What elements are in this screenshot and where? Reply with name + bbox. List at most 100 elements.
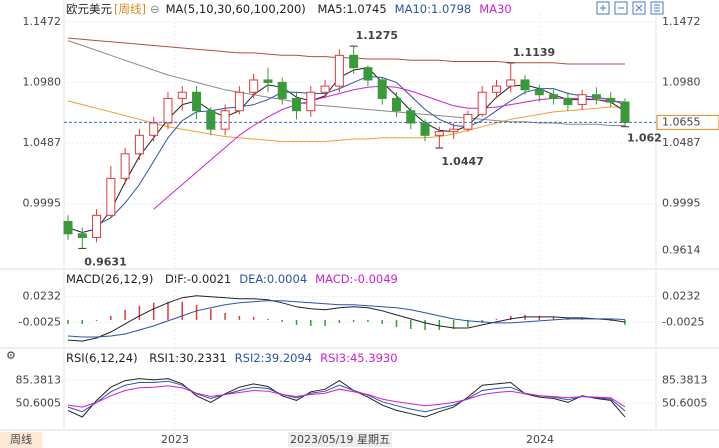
candle-body	[491, 85, 501, 93]
icon-glyph	[600, 4, 660, 12]
candle-body	[192, 91, 202, 112]
y-tick-label-right: -0.0025	[662, 315, 704, 328]
extreme-label: 1.1139	[513, 46, 555, 59]
y-tick-label: -0.0025	[19, 315, 61, 328]
candle-body	[506, 79, 516, 87]
indicator-line	[67, 100, 625, 142]
candle-body	[334, 54, 344, 87]
collapse-icon[interactable]: ⊖	[150, 2, 160, 16]
y-tick-label-right: 1.0980	[662, 75, 701, 88]
y-tick-label: 0.0232	[23, 290, 62, 303]
y-tick-label-right: 50.6005	[662, 396, 708, 409]
candle-body	[263, 79, 273, 83]
candle-body	[206, 110, 216, 130]
candle-body	[449, 128, 459, 133]
price-legend: 欧元美元 [周线] ⊖ MA(5,10,30,60,100,200) MA5:1.07…	[66, 2, 512, 16]
legend-item: MA30	[479, 2, 511, 16]
candle-body	[149, 122, 159, 136]
candle-body	[591, 94, 601, 99]
macd-title: MACD(26,12,9)	[66, 272, 153, 286]
y-tick-label: 1.1472	[23, 15, 62, 28]
y-tick-label: 85.3813	[16, 373, 62, 386]
extreme-label: 1.0447	[441, 155, 483, 168]
icon-button[interactable]	[650, 1, 664, 15]
candle-body	[377, 79, 387, 99]
legend-item: MACD:-0.0049	[315, 272, 398, 286]
extreme-label: 0.9631	[84, 255, 126, 268]
y-tick-label-right: 0.9995	[662, 197, 701, 210]
candle-body	[391, 97, 401, 112]
indicator-line	[67, 378, 626, 418]
rsi-legend: RSI(6,12,24) RSI1:30.2331 RSI2:39.2094 RSI…	[66, 351, 398, 365]
indicator-line	[153, 85, 626, 210]
legend-item: MA5:1.0745	[317, 2, 386, 16]
candle-body	[577, 94, 587, 106]
candle-body	[163, 97, 173, 124]
y-tick-label-right: 0.0232	[662, 290, 701, 303]
y-tick-label: 1.0487	[23, 136, 62, 149]
candle-body	[177, 91, 187, 99]
toolbar	[596, 1, 664, 15]
indicator-line	[67, 40, 625, 126]
candle-body	[363, 67, 373, 81]
last-price-label: 1.0655	[662, 115, 701, 128]
ma-label: MA(5,10,30,60,100,200)	[166, 2, 306, 16]
candle-body	[120, 153, 130, 179]
candle-body	[534, 89, 544, 96]
candle-body	[249, 79, 259, 93]
settings-icon[interactable]: ⚙	[6, 349, 16, 362]
legend-item: DEA:0.0004	[239, 272, 307, 286]
candle-body	[434, 131, 444, 136]
y-tick-label-right: 1.0487	[662, 136, 701, 149]
candle-body	[406, 110, 416, 124]
candle-body	[320, 85, 330, 93]
y-tick-label-right: 0.9614	[662, 243, 701, 256]
legend-item: RSI1:30.2331	[149, 351, 226, 365]
candle-body	[420, 122, 430, 136]
candle-body	[477, 91, 487, 115]
time-label: 2024	[526, 433, 554, 446]
y-tick-label: 1.0980	[23, 75, 62, 88]
legend-item: MA10:1.0798	[395, 2, 472, 16]
candle-body	[220, 110, 230, 130]
indicator-line	[67, 67, 626, 234]
candle-body	[563, 97, 573, 106]
candle-body	[606, 97, 616, 103]
candle-body	[620, 101, 630, 123]
candle-body	[277, 81, 287, 99]
candle-body	[520, 79, 530, 91]
candle-body	[63, 220, 73, 235]
extreme-label: 1.1275	[356, 29, 398, 42]
crosshair-date-bg	[288, 432, 392, 447]
legend-item: RSI2:39.2094	[235, 351, 312, 365]
candle-body	[463, 113, 473, 130]
y-tick-label: 0.9995	[23, 197, 62, 210]
period-tab[interactable]: 周线	[10, 432, 32, 446]
y-tick-label: 50.6005	[16, 396, 62, 409]
icon-button[interactable]	[614, 1, 628, 15]
indicator-line	[67, 295, 626, 342]
indicator-line	[96, 75, 626, 226]
candle-body	[549, 94, 559, 99]
candle-body	[349, 54, 359, 69]
period[interactable]: [周线]	[114, 2, 146, 16]
legend-item: DIF:-0.0021	[165, 272, 231, 286]
crosshair-date: 2023/05/19 星期五	[290, 433, 390, 446]
candle-body	[106, 177, 116, 216]
icon-button[interactable]	[596, 1, 610, 15]
last-price-box	[656, 114, 719, 130]
indicator-line	[67, 37, 625, 65]
indicator-line	[67, 385, 626, 408]
extreme-label: 1.062	[627, 132, 662, 145]
icon-button[interactable]	[632, 1, 646, 15]
y-tick-label-right: 1.1472	[662, 15, 701, 28]
time-label: 2023	[161, 433, 189, 446]
period-tab-bg	[0, 432, 42, 448]
indicator-line	[67, 300, 626, 338]
candle-body	[234, 91, 244, 112]
candle-body	[92, 214, 102, 238]
candle-body	[292, 97, 302, 112]
candle-body	[77, 233, 87, 238]
y-tick-label-right: 85.3813	[662, 373, 708, 386]
